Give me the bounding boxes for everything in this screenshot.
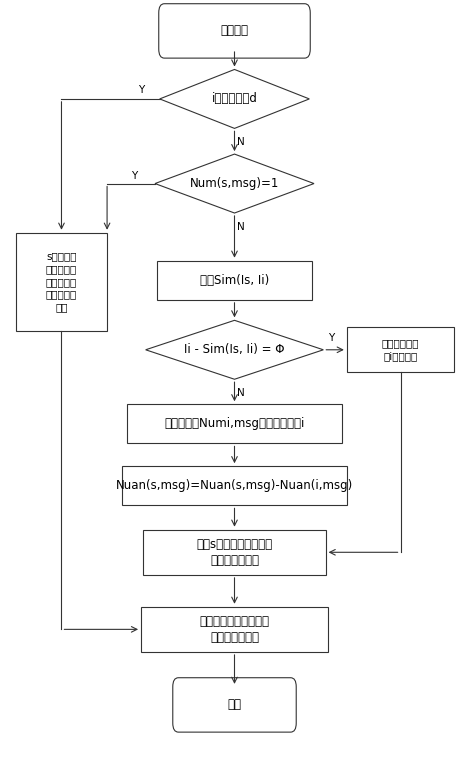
Text: N: N	[237, 388, 245, 398]
Bar	[347, 327, 454, 372]
Text: 信息不达达节
点i进行转发: 信息不达达节 点i进行转发	[382, 338, 419, 361]
FancyBboxPatch shape	[159, 4, 310, 58]
Bar	[157, 260, 312, 300]
Text: 算法开始: 算法开始	[220, 24, 249, 37]
Polygon shape	[146, 320, 323, 379]
Text: 将信息交付给目的节点
并删除相应副本: 将信息交付给目的节点 并删除相应副本	[199, 615, 270, 644]
Bar	[16, 232, 107, 331]
Bar	[141, 606, 328, 652]
Text: 节点s携带信息继续移动
直至遇到新节点: 节点s携带信息继续移动 直至遇到新节点	[197, 537, 272, 567]
Text: s不测试任
何节点进行
消息转发只
直达目的的
节点: s不测试任 何节点进行 消息转发只 直达目的的 节点	[46, 251, 77, 313]
Text: 计算Sim(Is, Ii): 计算Sim(Is, Ii)	[200, 274, 269, 287]
Bar	[127, 404, 342, 444]
Text: Ii - Sim(Is, Ii) = Φ: Ii - Sim(Is, Ii) = Φ	[184, 343, 285, 357]
Text: 将副本数量Numi,msg的信息分配给i: 将副本数量Numi,msg的信息分配给i	[164, 417, 305, 430]
Text: 结束: 结束	[227, 699, 242, 712]
Text: Num(s,msg)=1: Num(s,msg)=1	[190, 177, 279, 190]
FancyBboxPatch shape	[173, 678, 296, 732]
Text: Y: Y	[138, 85, 144, 95]
Text: N: N	[237, 222, 245, 232]
Text: i为目的节点d: i为目的节点d	[212, 92, 257, 105]
Text: Y: Y	[328, 333, 334, 344]
Bar	[122, 466, 347, 506]
Polygon shape	[155, 154, 314, 213]
Text: Nuan(s,msg)=Nuan(s,msg)-Nuan(i,msg): Nuan(s,msg)=Nuan(s,msg)-Nuan(i,msg)	[116, 479, 353, 492]
Polygon shape	[159, 70, 310, 129]
Text: N: N	[237, 137, 245, 147]
Bar	[144, 530, 325, 575]
Text: Y: Y	[131, 171, 137, 181]
